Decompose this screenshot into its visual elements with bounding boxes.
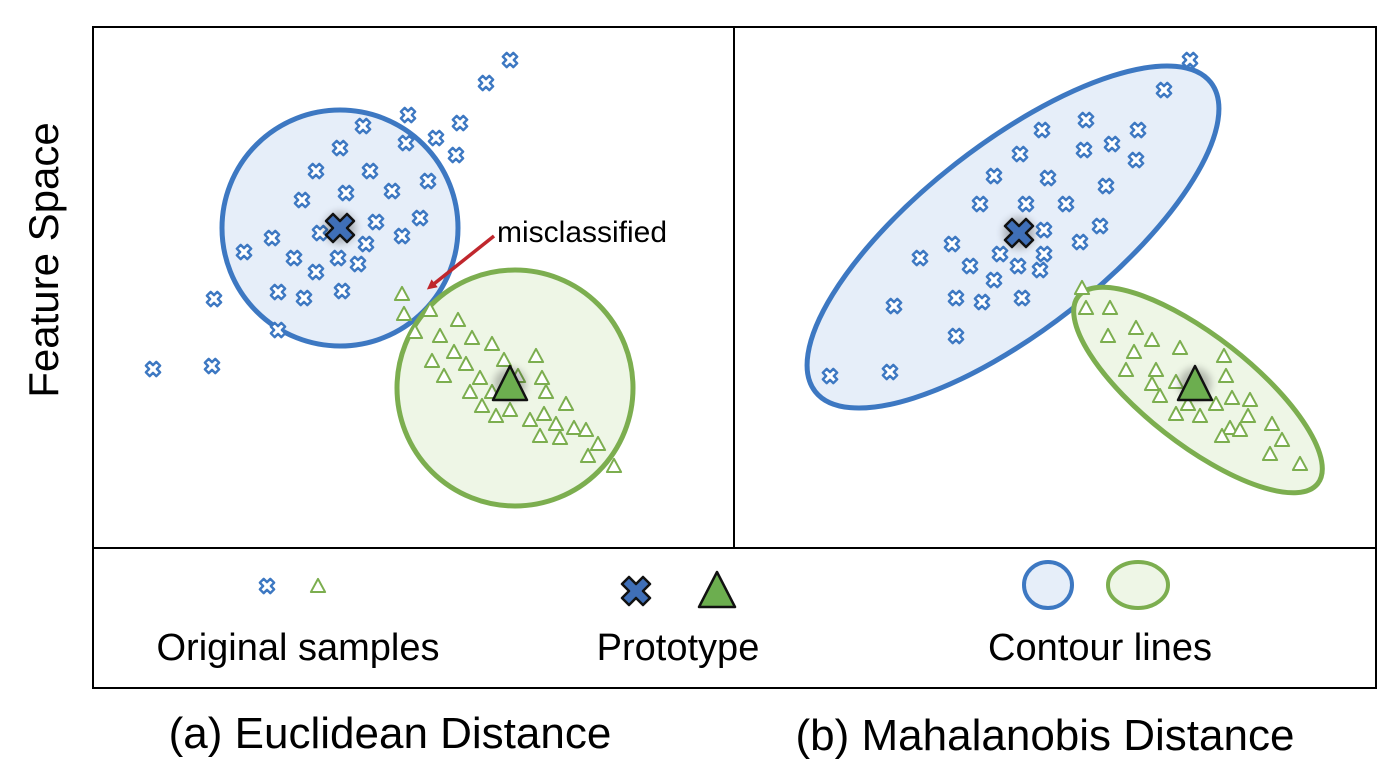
sample-blue-x-icon [971,195,989,213]
prototype-green-euclidean [491,364,529,402]
sample-blue-x-icon [1035,245,1053,263]
sample-blue-x-icon [1097,177,1115,195]
sample-blue-x-icon [1035,221,1053,239]
sample-blue-x-icon [973,293,991,311]
legend-prototype-label: Prototype [597,627,760,669]
sample-blue-x-icon [307,162,325,180]
legend-prototype-x-icon [620,575,652,607]
sample-blue-x-icon [411,209,429,227]
legend-blue-ellipse-icon [1022,560,1074,610]
sample-blue-x-icon [1181,51,1199,69]
sample-blue-x-icon [1009,257,1027,275]
sample-blue-x-icon [293,191,311,209]
prototype-blue-mahalanobis [1003,217,1035,249]
sample-blue-x-icon [1103,135,1121,153]
sample-blue-x-icon [399,106,417,124]
sample-blue-x-icon [991,245,1009,263]
sample-blue-x-icon [477,74,495,92]
sample-blue-x-icon [1013,289,1031,307]
sample-blue-x-icon [881,363,899,381]
sample-blue-x-icon [331,139,349,157]
sample-blue-x-icon [269,283,287,301]
legend-contour-label: Contour lines [988,627,1212,669]
sample-blue-x-icon [1017,195,1035,213]
sample-blue-x-icon [911,249,929,267]
sample-blue-x-icon [961,257,979,275]
sample-blue-x-icon [349,255,367,273]
sample-blue-x-icon [383,182,401,200]
sample-blue-x-icon [361,162,379,180]
sample-blue-x-icon [1091,217,1109,235]
sample-blue-x-icon [1075,141,1093,159]
sample-blue-x-icon [1031,261,1049,279]
sample-blue-x-icon [354,117,372,135]
legend-box [92,547,1377,689]
sample-blue-x-icon [367,213,385,231]
sample-blue-x-icon [393,227,411,245]
misclassified-arrow [426,234,496,290]
sample-blue-x-icon [1155,81,1173,99]
legend-green-ellipse-icon [1106,560,1170,610]
sample-blue-x-icon [269,321,287,339]
sample-blue-x-icon [285,249,303,267]
sample-blue-x-icon [1039,169,1057,187]
sample-blue-x-icon [295,289,313,307]
sample-blue-x-icon [329,249,347,267]
sample-blue-x-icon [357,235,375,253]
sample-blue-x-icon [943,235,961,253]
sample-blue-x-icon [144,360,162,378]
sample-blue-x-icon [235,243,253,261]
legend-blue-x-icon [258,577,276,595]
sample-blue-x-icon [205,290,223,308]
sample-blue-x-icon [397,134,415,152]
sample-blue-x-icon [885,297,903,315]
sample-blue-x-icon [947,327,965,345]
sample-blue-x-icon [427,129,445,147]
sample-blue-x-icon [307,263,325,281]
sample-blue-x-icon [203,357,221,375]
sample-blue-x-icon [419,172,437,190]
sample-blue-x-icon [947,289,965,307]
sample-blue-x-icon [1033,121,1051,139]
legend-prototype-triangle-icon [697,570,737,609]
sample-blue-x-icon [1129,121,1147,139]
sample-blue-x-icon [337,184,355,202]
caption-mahalanobis: (b) Mahalanobis Distance [796,711,1295,760]
sample-blue-x-icon [1011,145,1029,163]
legend-green-triangle-icon [309,577,327,594]
prototype-blue-euclidean [324,212,356,244]
sample-blue-x-icon [985,271,1003,289]
sample-blue-x-icon [447,146,465,164]
sample-blue-x-icon [333,282,351,300]
prototype-green-mahalanobis [1176,364,1214,402]
sample-blue-x-icon [263,229,281,247]
sample-blue-x-icon [1127,151,1145,169]
sample-blue-x-icon [985,167,1003,185]
sample-blue-x-icon [1071,233,1089,251]
caption-euclidean: (a) Euclidean Distance [169,709,612,758]
sample-blue-x-icon [451,114,469,132]
sample-blue-x-icon [1057,195,1075,213]
sample-blue-x-icon [821,367,839,385]
y-axis-label: Feature Space [20,122,67,398]
legend-samples-label: Original samples [157,627,440,669]
misclassified-label: misclassified [497,216,667,249]
sample-blue-x-icon [501,51,519,69]
sample-blue-x-icon [1077,111,1095,129]
